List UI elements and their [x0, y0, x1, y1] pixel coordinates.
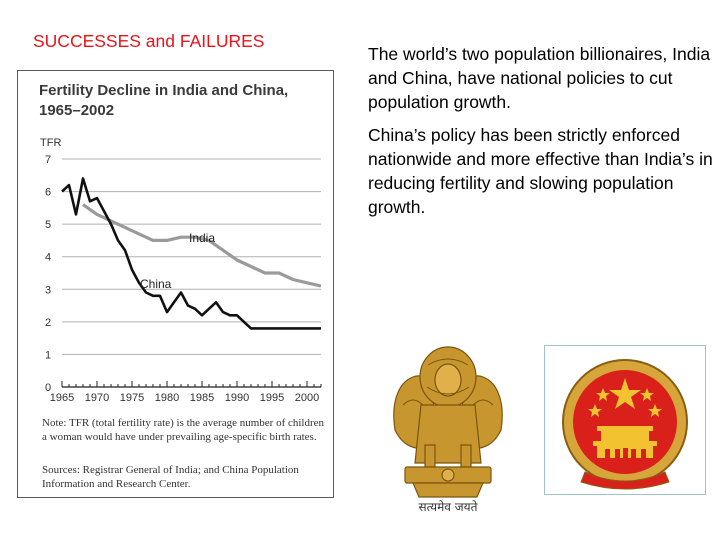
- chart-title: Fertility Decline in India and China, 19…: [39, 82, 289, 119]
- y-axis-label: TFR: [40, 137, 61, 149]
- y-tick-label-6: 6: [45, 187, 51, 199]
- x-tick-label-1990: 1990: [225, 392, 249, 404]
- y-tick-label-5: 5: [45, 219, 51, 231]
- x-tick-label-1980: 1980: [155, 392, 179, 404]
- y-tick-label-3: 3: [45, 284, 51, 296]
- india-emblem-caption: सत्यमेव जयते: [418, 500, 478, 514]
- chart-figure: Fertility Decline in India and China, 19…: [17, 70, 334, 498]
- paragraph-1: The world’s two population billionaires,…: [368, 44, 711, 112]
- chart-source: Sources: Registrar General of India; and…: [42, 464, 299, 490]
- x-tick-label-1970: 1970: [85, 392, 109, 404]
- series-line-china: [61, 177, 321, 330]
- y-tick-label-4: 4: [45, 252, 51, 264]
- series-label-china: China: [140, 277, 172, 291]
- x-tick-label-1985: 1985: [190, 392, 214, 404]
- x-tick-label-1975: 1975: [120, 392, 144, 404]
- paragraph-2: China’s policy has been strictly enforce…: [368, 125, 713, 217]
- y-tick-label-2: 2: [45, 317, 51, 329]
- series-label-india: India: [189, 231, 215, 245]
- y-tick-label-0: 0: [45, 382, 51, 394]
- slide-title: SUCCESSES and FAILURES: [33, 31, 265, 51]
- y-tick-label-1: 1: [45, 349, 51, 361]
- text-column: The world’s two population billionaires,…: [368, 42, 718, 228]
- china-emblem-icon: [562, 359, 688, 490]
- series-line-india: [82, 203, 322, 288]
- x-tick-label-1995: 1995: [260, 392, 284, 404]
- x-tick-label-2000: 2000: [295, 392, 319, 404]
- x-tick-label-1965: 1965: [50, 392, 74, 404]
- india-emblem-icon: [393, 346, 503, 498]
- y-tick-label-7: 7: [45, 154, 51, 166]
- china-emblem-frame: [544, 345, 706, 495]
- chart-note: Note: TFR (total fertility rate) is the …: [42, 417, 325, 443]
- fertility-line-chart: TFR 0 1 2 3 4 5 6 7 1965 1970 1975 1980 1985 1990 1995 2…: [40, 137, 322, 404]
